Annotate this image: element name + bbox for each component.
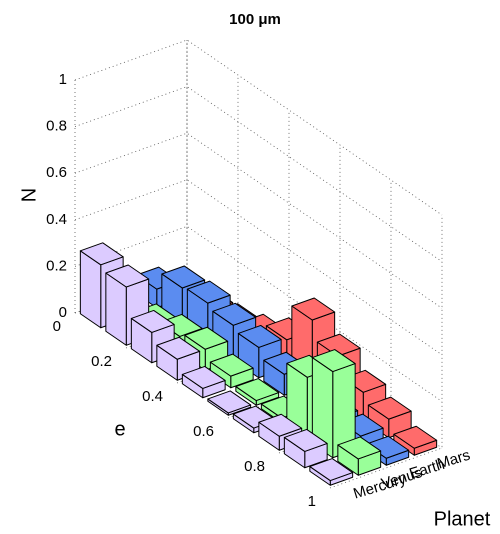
bar	[309, 458, 354, 486]
bar-face	[283, 428, 328, 452]
x-tick-label: 0.6	[193, 423, 214, 440]
x-tick-label: 1	[308, 493, 316, 510]
bar-face	[209, 353, 254, 377]
bar-face	[186, 280, 231, 304]
z-tick-label: 0.6	[46, 164, 67, 181]
x-tick-label: 0.8	[244, 458, 265, 475]
bar-face	[235, 378, 280, 402]
bar	[393, 425, 438, 456]
x-tick-label: 0.4	[142, 388, 163, 405]
y-axis-label: Planet	[434, 508, 491, 530]
bar-face	[184, 326, 229, 350]
z-tick-label: 1	[59, 71, 67, 88]
grid-line	[74, 39, 443, 216]
bar-face	[181, 365, 226, 389]
bar-face	[393, 425, 438, 449]
bar-face	[367, 396, 412, 420]
bar-face	[156, 336, 201, 360]
z-tick-label: 0.4	[46, 211, 67, 228]
bar	[207, 390, 252, 416]
bar	[311, 349, 356, 459]
bar-face	[161, 265, 206, 289]
bar-face	[207, 390, 252, 414]
x-tick-label: 0	[53, 318, 61, 335]
bar-face	[105, 264, 150, 288]
bar-face	[291, 297, 336, 321]
bar-face	[309, 458, 354, 482]
bar-face	[337, 436, 382, 460]
bar	[283, 428, 328, 469]
z-axis-label: N	[18, 188, 40, 202]
bar-face	[258, 413, 303, 437]
bar-face	[79, 242, 124, 266]
bar	[181, 365, 226, 399]
chart-title: 100 μm	[229, 11, 281, 28]
bar	[235, 378, 280, 406]
z-tick-label: 0	[59, 304, 67, 321]
y-tick-label: Mars	[435, 447, 472, 473]
z-tick-label: 0.2	[46, 257, 67, 274]
grid-line	[74, 86, 443, 262]
bar-face	[130, 309, 175, 333]
x-axis-label: e	[114, 418, 125, 440]
z-tick-label: 0.8	[46, 118, 67, 135]
bar-face	[212, 302, 257, 326]
bar-face	[237, 324, 282, 348]
bar	[337, 436, 382, 476]
x-tick-label: 0.2	[91, 353, 112, 370]
bar-face	[311, 349, 356, 373]
